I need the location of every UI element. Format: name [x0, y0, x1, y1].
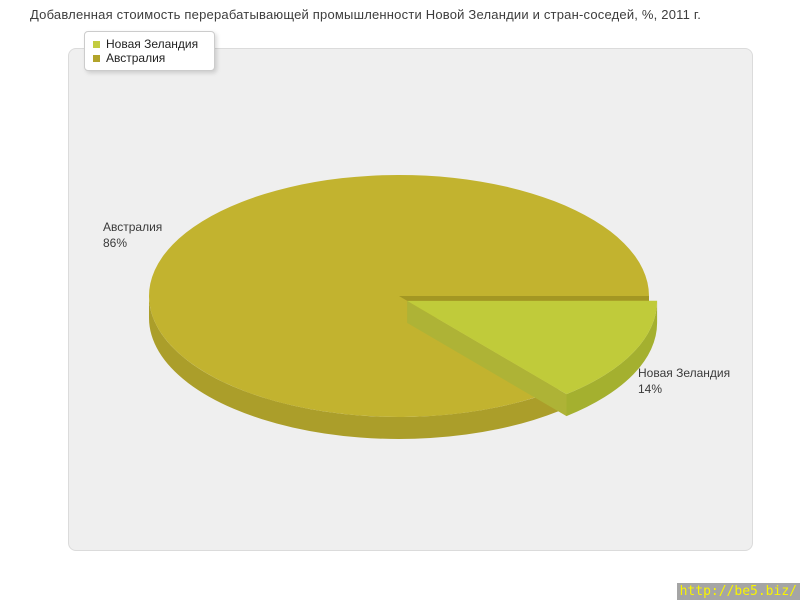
slice-label-australia-pct: 86% [103, 236, 128, 250]
legend-swatch-new-zealand [93, 40, 100, 48]
legend: Новая Зеландия Австралия [84, 31, 216, 71]
legend-item-new-zealand: Новая Зеландия [93, 37, 198, 51]
legend-label-australia: Австралия [106, 51, 166, 65]
slice-label-new-zealand-pct: 14% [638, 382, 663, 396]
legend-item-australia: Австралия [93, 51, 198, 65]
legend-label-new-zealand: Новая Зеландия [106, 37, 199, 51]
slice-label-australia: Австралия 86% [103, 219, 162, 251]
legend-swatch-australia [93, 54, 100, 62]
slice-label-new-zealand-name: Новая Зеландия [638, 366, 731, 380]
pie-slice-new-zealand [407, 300, 658, 417]
slice-label-new-zealand: Новая Зеландия 14% [638, 365, 730, 397]
slice-label-australia-name: Австралия [103, 220, 163, 234]
chart-title: Добавленная стоимость перерабатывающей п… [30, 7, 702, 22]
watermark-link[interactable]: http://be5.biz/ [676, 583, 800, 600]
